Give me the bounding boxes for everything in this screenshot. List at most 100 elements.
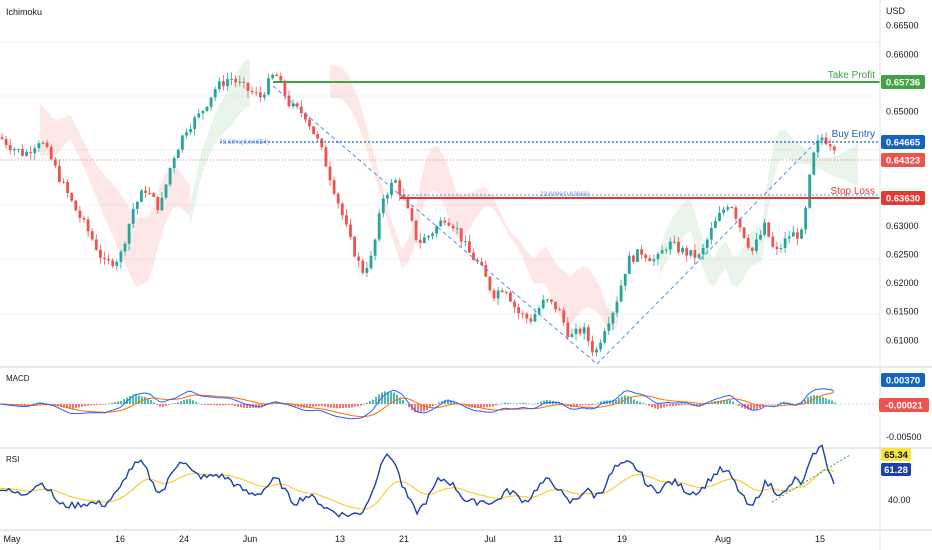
price-axis[interactable]: 0.66500 0.66000 0.65000 0.63000 0.62500 0.620… — [879, 0, 919, 550]
macd-hist-bar — [603, 400, 605, 404]
candle — [627, 251, 631, 274]
svg-text:-0.00021: -0.00021 — [885, 401, 923, 412]
candle — [185, 128, 188, 139]
candle — [316, 131, 320, 143]
candle — [246, 82, 250, 98]
macd-hist-bar — [384, 391, 386, 404]
macd-hist-bar — [441, 401, 443, 404]
macd-hist-bar — [486, 404, 488, 408]
candle — [697, 252, 701, 261]
macd-hist-bar — [663, 404, 665, 408]
candle — [152, 192, 156, 198]
macd-hist-bar — [768, 404, 770, 405]
candle — [94, 234, 98, 251]
price-tick: 0.65000 — [886, 107, 919, 117]
macd-hist-bar — [645, 404, 647, 405]
macd-hist-bar — [282, 404, 284, 405]
macd-hist-bar — [432, 404, 434, 406]
macd-hist-bar — [657, 404, 659, 410]
price-tick: 0.63000 — [886, 221, 919, 231]
candle — [156, 196, 160, 214]
macd-hist-bar — [414, 404, 416, 413]
macd-hist-bar — [453, 401, 455, 404]
candle — [213, 86, 217, 102]
macd-hist-bar — [537, 402, 539, 404]
candle — [759, 230, 762, 241]
macd-hist-bar — [261, 404, 263, 408]
candle — [554, 301, 557, 313]
candle — [308, 116, 311, 130]
macd-hist-bar — [21, 404, 23, 406]
candle — [381, 194, 385, 218]
candle — [804, 205, 807, 235]
macd-hist-bar — [804, 400, 806, 404]
macd-hist-bar — [822, 397, 824, 404]
candle — [521, 310, 525, 319]
candle — [176, 148, 180, 158]
macd-hist-bar — [339, 404, 341, 409]
candle — [299, 100, 303, 118]
macd-hist-bar — [561, 403, 563, 404]
macd-hist-bar — [246, 404, 248, 409]
candle — [726, 204, 730, 212]
macd-hist-bar — [294, 404, 296, 407]
macd-hist-bar — [612, 400, 614, 404]
candle — [312, 126, 315, 135]
macd-hist-bar — [174, 403, 176, 404]
macd-hist-bar — [540, 401, 542, 404]
svg-text:0.65736: 0.65736 — [886, 78, 920, 89]
macd-hist-bar — [795, 404, 797, 405]
macd-hist-bar — [435, 404, 437, 405]
time-axis[interactable]: May 16 24 Jun 13 21 Jul 11 19 Aug 15 — [3, 534, 825, 544]
macd-hist-bar — [834, 402, 836, 404]
macd-hist-bar — [642, 402, 644, 404]
macd-hist-bar — [171, 403, 173, 405]
macd-hist-bar — [222, 404, 224, 406]
macd-hist-bar — [705, 403, 707, 405]
candle — [763, 218, 766, 237]
candle — [410, 205, 414, 223]
candle — [500, 288, 504, 293]
macd-hist-bar — [501, 403, 503, 404]
macd-hist-bar — [483, 404, 485, 408]
candle — [455, 221, 459, 235]
candle — [673, 235, 676, 244]
candle — [398, 177, 402, 201]
chart-title: Ichimoku — [6, 7, 42, 17]
candle — [439, 217, 443, 227]
candle — [808, 174, 812, 210]
macd-hist-bar — [93, 404, 95, 406]
candle — [49, 144, 53, 161]
buy-entry-tag: 0.64665 — [881, 135, 925, 149]
candle — [414, 220, 418, 243]
macd-hist-bar — [369, 401, 371, 404]
macd-hist-bar — [75, 404, 77, 409]
candle — [586, 324, 590, 347]
candle — [640, 245, 643, 259]
macd-hist-bar — [678, 404, 680, 406]
candle — [570, 328, 574, 338]
candle — [746, 233, 750, 250]
macd-hist-bar — [777, 403, 779, 405]
svg-text:0.00370: 0.00370 — [886, 376, 920, 387]
macd-hist-bar — [102, 404, 104, 405]
macd-hist-bar — [327, 404, 329, 408]
macd-hist-bar — [819, 396, 821, 404]
candle — [685, 245, 689, 262]
macd-hist-bar — [477, 404, 479, 408]
candle — [37, 140, 41, 152]
svg-text:0.63630: 0.63630 — [886, 194, 920, 205]
time-tick: 24 — [179, 534, 189, 544]
candle — [595, 346, 598, 357]
rsi-title: RSI — [6, 455, 19, 464]
macd-hist-bar — [162, 404, 164, 407]
macd-hist-bar — [504, 402, 506, 404]
macd-hist-bar — [489, 404, 491, 407]
macd-hist-bar — [513, 403, 515, 404]
macd-hist-bar — [321, 404, 323, 406]
candle — [828, 138, 832, 152]
rsi-ma-tag: 61.28 — [881, 463, 911, 476]
fib-trendline-down — [272, 85, 598, 365]
currency-label: USD — [886, 6, 906, 16]
